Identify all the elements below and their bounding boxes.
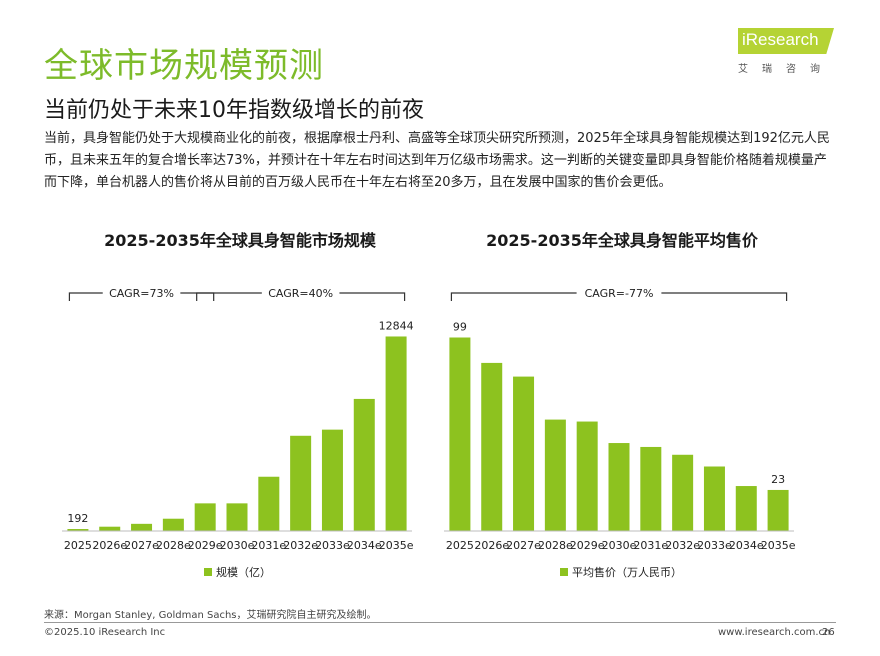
logo-badge bbox=[738, 28, 834, 54]
bar-0-7 bbox=[290, 435, 312, 531]
bar-0-6 bbox=[258, 476, 280, 531]
value-label-0-0: 192 bbox=[67, 512, 88, 525]
bar-0-8 bbox=[321, 429, 343, 531]
x-tick-1-7: 2032e bbox=[665, 539, 700, 552]
chart-title-1: 2025-2035年全球具身智能平均售价 bbox=[486, 231, 759, 250]
logo-text: iResearch bbox=[742, 30, 819, 49]
x-tick-1-3: 2028e bbox=[538, 539, 573, 552]
x-tick-1-10: 2035e bbox=[761, 539, 796, 552]
x-tick-1-6: 2031e bbox=[633, 539, 668, 552]
value-label-1-10: 23 bbox=[771, 473, 785, 486]
website-link[interactable]: www.iresearch.com.cn bbox=[718, 627, 831, 638]
bar-0-9 bbox=[353, 398, 375, 531]
bar-1-8 bbox=[703, 466, 725, 531]
bar-0-1 bbox=[99, 526, 121, 531]
cagr-bracket-left-0-0 bbox=[68, 292, 103, 301]
page-subtitle: 当前仍处于未来10年指数级增长的前夜 bbox=[44, 98, 424, 123]
value-label-1-0: 99 bbox=[453, 321, 467, 334]
bar-1-5 bbox=[608, 443, 630, 531]
cagr-label-0-0: CAGR=73% bbox=[109, 287, 174, 300]
x-tick-0-5: 2030e bbox=[220, 539, 255, 552]
x-tick-0-9: 2034e bbox=[347, 539, 382, 552]
cagr-bracket-left-1-0 bbox=[450, 292, 577, 301]
x-tick-1-1: 2026e bbox=[474, 539, 509, 552]
body-paragraph: 当前，具身智能仍处于大规模商业化的前夜，根据摩根士丹利、高盛等全球顶尖研究所预测… bbox=[44, 131, 830, 190]
cagr-bracket-right-0-1 bbox=[339, 292, 406, 301]
x-tick-1-5: 2030e bbox=[602, 539, 637, 552]
x-tick-0-7: 2032e bbox=[283, 539, 318, 552]
bar-0-3 bbox=[162, 518, 184, 531]
x-tick-0-3: 2028e bbox=[156, 539, 191, 552]
bar-0-5 bbox=[226, 503, 248, 531]
x-tick-1-8: 2033e bbox=[697, 539, 732, 552]
chart-title-0: 2025-2035年全球具身智能市场规模 bbox=[104, 231, 377, 250]
value-label-0-10: 12844 bbox=[379, 319, 414, 332]
logo-subtext: 艾瑞咨询 bbox=[738, 64, 834, 75]
footer-divider bbox=[44, 622, 836, 623]
x-tick-1-4: 2029e bbox=[570, 539, 605, 552]
legend-swatch-1 bbox=[560, 568, 568, 576]
page-title: 全球市场规模预测 bbox=[44, 46, 324, 86]
x-tick-0-4: 2029e bbox=[188, 539, 223, 552]
x-tick-0-1: 2026e bbox=[92, 539, 127, 552]
bar-1-6 bbox=[640, 446, 662, 531]
legend-label-0: 规模（亿） bbox=[216, 565, 271, 579]
cagr-bracket-right-1-0 bbox=[661, 292, 788, 301]
x-tick-1-0: 2025 bbox=[446, 539, 474, 552]
cagr-bracket-left-0-1 bbox=[196, 292, 262, 301]
bar-0-0 bbox=[67, 529, 89, 531]
bar-1-4 bbox=[576, 421, 598, 531]
page-number: 26 bbox=[822, 627, 835, 638]
iresearch-logo: iResearch 艾瑞咨询 bbox=[738, 28, 838, 76]
bar-1-9 bbox=[735, 486, 757, 531]
bar-1-0 bbox=[449, 337, 471, 531]
bar-0-4 bbox=[194, 503, 216, 531]
bar-1-3 bbox=[544, 419, 566, 531]
bar-1-10 bbox=[767, 489, 789, 531]
legend-swatch-0 bbox=[204, 568, 212, 576]
bar-1-2 bbox=[513, 376, 535, 531]
source-note: 来源：Morgan Stanley, Goldman Sachs，艾瑞研究院自主… bbox=[44, 610, 377, 621]
x-tick-1-9: 2034e bbox=[729, 539, 764, 552]
x-tick-0-8: 2033e bbox=[315, 539, 350, 552]
bar-0-10 bbox=[385, 336, 407, 531]
copyright-text: ©2025.10 iResearch Inc bbox=[44, 627, 166, 638]
x-tick-0-6: 2031e bbox=[251, 539, 286, 552]
x-tick-0-10: 2035e bbox=[379, 539, 414, 552]
bar-1-1 bbox=[481, 362, 503, 531]
cagr-label-1-0: CAGR=-77% bbox=[585, 287, 654, 300]
bar-0-2 bbox=[131, 523, 153, 531]
legend-label-1: 平均售价（万人民币） bbox=[572, 565, 682, 579]
bar-1-7 bbox=[672, 454, 694, 531]
x-tick-0-0: 2025 bbox=[64, 539, 92, 552]
cagr-label-0-1: CAGR=40% bbox=[268, 287, 333, 300]
x-tick-1-2: 2027e bbox=[506, 539, 541, 552]
x-tick-0-2: 2027e bbox=[124, 539, 159, 552]
